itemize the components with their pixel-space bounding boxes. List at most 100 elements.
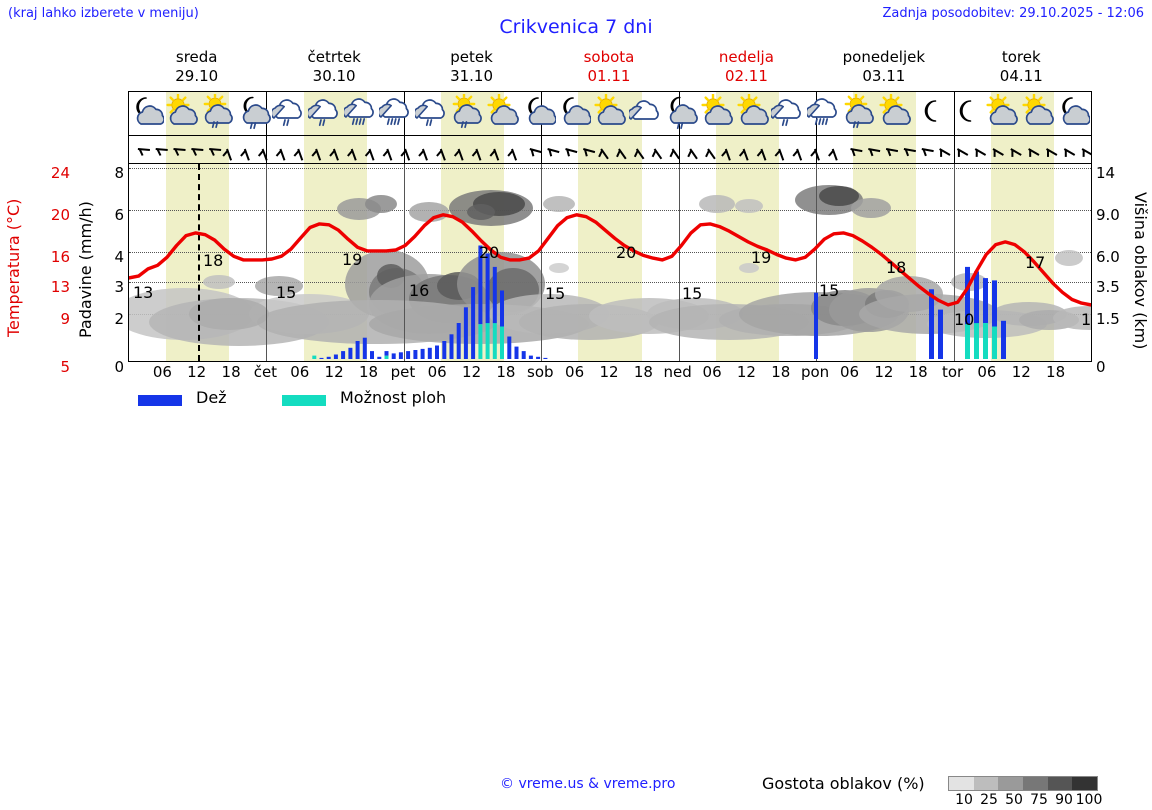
cloud-density-swatch-4 <box>1048 777 1073 790</box>
day-name: petek <box>403 48 540 67</box>
temperature-label-10: 15 <box>819 281 839 300</box>
day-name: torek <box>953 48 1090 67</box>
weather-icon-night-cloudy <box>130 94 164 132</box>
day-date: 02.11 <box>678 67 815 86</box>
cloud-density-swatch-2 <box>998 777 1023 790</box>
weather-icon-night-cloudy <box>557 94 591 132</box>
weather-icon-night <box>914 94 948 132</box>
time-tick-1: 12 <box>187 363 206 381</box>
weather-icon-sun-cloud <box>486 94 520 132</box>
weather-icon-sun-cloud <box>593 94 627 132</box>
cloud-height-tick-0: 14 <box>1096 164 1115 182</box>
time-tick-14: 18 <box>634 363 653 381</box>
weather-icon-cloud-rain <box>415 94 449 132</box>
wind-barbs <box>129 136 1091 164</box>
temperature-tick-1: 20 <box>51 206 70 224</box>
temperature-label-7: 20 <box>616 243 636 262</box>
weather-icon-sun-cloud <box>878 94 912 132</box>
time-tick-16: 06 <box>703 363 722 381</box>
time-tick-25: 12 <box>1012 363 1031 381</box>
time-tick-26: 18 <box>1046 363 1065 381</box>
time-tick-17: 12 <box>737 363 756 381</box>
weather-icon-sun-cloud-rain <box>450 94 484 132</box>
precipitation-tick-2: 4 <box>114 248 124 266</box>
time-tick-10: 18 <box>496 363 515 381</box>
time-tick-24: 06 <box>977 363 996 381</box>
time-tick-22: 18 <box>909 363 928 381</box>
temperature-label-4: 16 <box>409 281 429 300</box>
temperature-tick-0: 24 <box>51 164 70 182</box>
temperature-label-12: 10 <box>954 310 974 329</box>
weather-icon-night-cloudy <box>522 94 556 132</box>
cloud-density-swatch-0 <box>949 777 974 790</box>
temperature-label-5: 20 <box>479 243 499 262</box>
weather-icon-cloud-rain <box>771 94 805 132</box>
precipitation-tick-3: 3 <box>114 278 124 296</box>
temperature-label-14: 10 <box>1081 310 1091 329</box>
weather-icon-cloud <box>629 94 663 132</box>
precipitation-tick-5: 0 <box>114 358 124 376</box>
temperature-label-11: 18 <box>886 258 906 277</box>
time-tick-15: ned <box>664 363 692 381</box>
precipitation-axis-title: Padavine (mm/h) <box>76 180 102 360</box>
cloud-height-tick-3: 3.5 <box>1096 278 1120 296</box>
weather-icon-night <box>949 94 983 132</box>
cloud-density-tick-2: 50 <box>1005 792 1023 808</box>
cloud-density-tick-5: 100 <box>1076 792 1103 808</box>
precipitation-tick-4: 2 <box>114 310 124 328</box>
temperature-label-2: 15 <box>276 283 296 302</box>
temperature-tick-5: 5 <box>60 358 70 376</box>
cloud-height-tick-4: 1.5 <box>1096 310 1120 328</box>
weather-icon-night-cloud-rain <box>237 94 271 132</box>
cloud-density-swatch-3 <box>1023 777 1048 790</box>
weather-icon-cloud-rain-heavy <box>344 94 378 132</box>
temperature-label-8: 15 <box>682 284 702 303</box>
wind-barb-row <box>129 136 1091 164</box>
weather-icon-cloud-rain <box>272 94 306 132</box>
weather-icon-sun-cloud <box>165 94 199 132</box>
cloud-height-tick-2: 6.0 <box>1096 248 1120 266</box>
copyright-text: © vreme.us & vreme.pro <box>500 776 675 792</box>
showers-legend-swatch <box>282 395 326 406</box>
time-tick-11: sob <box>527 363 554 381</box>
cloud-height-tick-5: 0 <box>1096 358 1106 376</box>
cloud-density-swatch-5 <box>1072 777 1097 790</box>
last-update-text: Zadnja posodobitev: 29.10.2025 - 12:06 <box>882 6 1144 21</box>
temperature-label-0: 13 <box>133 283 153 302</box>
weather-icon-sun-cloud <box>1021 94 1055 132</box>
time-tick-7: pet <box>391 363 416 381</box>
time-tick-3: čet <box>254 363 277 381</box>
temperature-curve <box>129 164 1091 361</box>
cloud-height-tick-1: 9.0 <box>1096 206 1120 224</box>
rain-legend-swatch <box>138 395 182 406</box>
weather-icon-row <box>129 92 1091 136</box>
time-tick-13: 12 <box>599 363 618 381</box>
time-tick-12: 06 <box>565 363 584 381</box>
time-tick-9: 12 <box>462 363 481 381</box>
time-tick-21: 12 <box>874 363 893 381</box>
cloud-density-tick-4: 90 <box>1055 792 1073 808</box>
time-tick-18: 18 <box>771 363 790 381</box>
cloud-density-tick-3: 75 <box>1030 792 1048 808</box>
time-tick-6: 18 <box>359 363 378 381</box>
temperature-axis-title: Temperatura (°C) <box>4 178 30 358</box>
cloud-density-colorbar <box>948 776 1098 791</box>
cloud-height-axis-title: Višina oblakov (km) <box>1124 176 1150 366</box>
time-tick-2: 18 <box>222 363 241 381</box>
showers-legend-label: Možnost ploh <box>340 388 446 407</box>
time-tick-19: pon <box>801 363 829 381</box>
time-tick-5: 12 <box>325 363 344 381</box>
cloud-density-legend-label: Gostota oblakov (%) <box>762 774 925 793</box>
weather-icon-night-cloud-rain <box>664 94 698 132</box>
temperature-label-3: 19 <box>342 250 362 269</box>
cloud-density-tick-0: 10 <box>955 792 973 808</box>
day-name: nedelja <box>678 48 815 67</box>
